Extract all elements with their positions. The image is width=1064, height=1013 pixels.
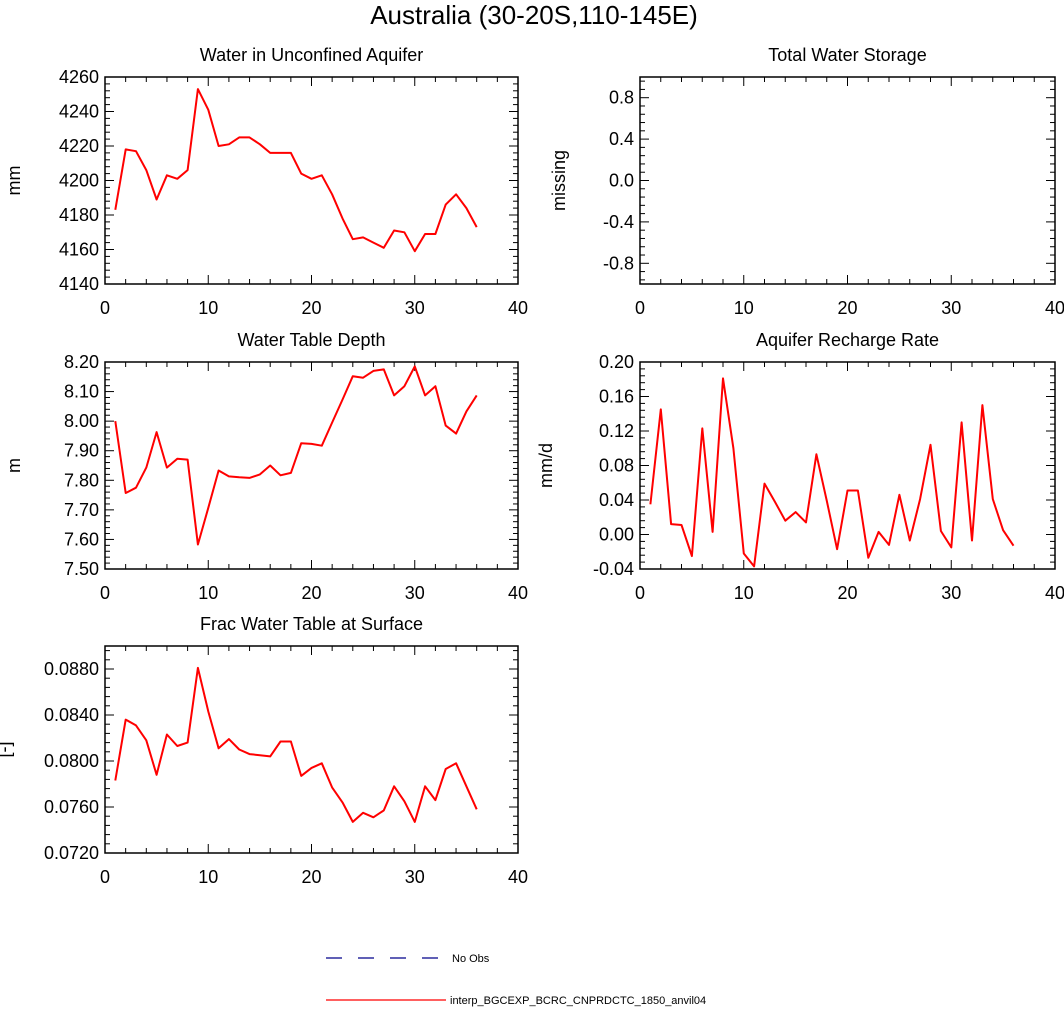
y-tick-label: 7.60: [64, 529, 99, 549]
panel-title: Aquifer Recharge Rate: [756, 330, 939, 350]
x-tick-label: 30: [405, 583, 425, 603]
legend-entry-no-obs: No Obs: [326, 953, 490, 965]
y-tick-label: 0.0760: [44, 797, 99, 817]
x-tick-label: 30: [405, 867, 425, 887]
legend-label-model: interp_BGCEXP_BCRC_CNPRDCTC_1850_anvil04: [450, 995, 706, 1007]
y-tick-label: 0.4: [609, 129, 634, 149]
y-tick-label: 4160: [59, 240, 99, 260]
y-tick-label: 4200: [59, 171, 99, 191]
panel-p5: Frac Water Table at Surface [-] 0 10 20 30 40 0…: [0, 614, 528, 887]
y-tick-label: 0.08: [599, 456, 634, 476]
y-tick-label: 7.80: [64, 470, 99, 490]
legend: No Obs interp_BGCEXP_BCRC_CNPRDCTC_1850_…: [326, 953, 706, 1007]
y-tick-label: 0.0840: [44, 705, 99, 725]
y-axis-label: missing: [549, 150, 569, 211]
figure-title: Australia (30-20S,110-145E): [370, 0, 698, 30]
x-tick-label: 20: [301, 583, 321, 603]
x-tick-label: 40: [508, 867, 528, 887]
x-tick-label: 30: [405, 298, 425, 318]
y-tick-label: 8.10: [64, 382, 99, 402]
panel-p1: Water in Unconfined Aquifer mm 0 10 20 30 40 41…: [4, 45, 528, 318]
y-tick-label: 4180: [59, 205, 99, 225]
x-tick-label: 40: [1045, 583, 1064, 603]
x-tick-label: 40: [508, 298, 528, 318]
y-axis-label: mm: [4, 166, 24, 196]
x-tick-label: 10: [198, 867, 218, 887]
panel-title: Water in Unconfined Aquifer: [200, 45, 423, 65]
y-tick-label: -0.8: [603, 253, 634, 273]
x-tick-label: 0: [100, 583, 110, 603]
x-tick-label: 30: [941, 583, 961, 603]
y-tick-label: 4240: [59, 102, 99, 122]
plot-frame: [639, 361, 1056, 570]
plot-frame: [639, 76, 1056, 285]
y-tick-label: 0.04: [599, 490, 634, 510]
y-tick-label: 0.0720: [44, 843, 99, 863]
x-tick-label: 0: [100, 867, 110, 887]
y-axis-label: [-]: [0, 742, 14, 758]
panel-title: Water Table Depth: [237, 330, 385, 350]
panels: Water in Unconfined Aquifer mm 0 10 20 30 40 41…: [0, 45, 1064, 887]
y-tick-label: 0.16: [599, 387, 634, 407]
y-tick-label: -0.4: [603, 212, 634, 232]
y-axis-label: m: [4, 458, 24, 473]
y-tick-label: 7.90: [64, 441, 99, 461]
panel-p2: Total Water Storage missing 0 10 20 30 40 -0.8 -…: [549, 45, 1064, 318]
panel-p3: Water Table Depth m 0 10 20 30 40 7.50 7.60 7.70 7…: [4, 330, 528, 603]
x-tick-label: 0: [635, 583, 645, 603]
x-tick-label: 10: [198, 583, 218, 603]
x-tick-label: 20: [301, 298, 321, 318]
y-tick-label: 0.20: [599, 352, 634, 372]
x-tick-label: 10: [734, 583, 754, 603]
plot-frame: [104, 76, 519, 285]
y-tick-label: 4140: [59, 274, 99, 294]
x-tick-label: 0: [635, 298, 645, 318]
y-tick-label: 0.00: [599, 525, 634, 545]
x-tick-label: 10: [734, 298, 754, 318]
panel-p4: Aquifer Recharge Rate mm/d 0 10 20 30 40 -0.04 0…: [536, 330, 1064, 603]
legend-label-no-obs: No Obs: [452, 953, 490, 965]
series-line-0: [114, 365, 478, 546]
y-tick-label: 0.8: [609, 88, 634, 108]
y-tick-label: 8.20: [64, 352, 99, 372]
y-tick-label: -0.04: [593, 559, 634, 579]
x-tick-label: 0: [100, 298, 110, 318]
y-tick-label: 0.0880: [44, 659, 99, 679]
panel-title: Total Water Storage: [768, 45, 926, 65]
x-tick-label: 20: [837, 298, 857, 318]
y-tick-label: 7.70: [64, 500, 99, 520]
series-line-0: [114, 666, 478, 823]
y-tick-label: 7.50: [64, 559, 99, 579]
x-tick-label: 20: [301, 867, 321, 887]
legend-entry-model: interp_BGCEXP_BCRC_CNPRDCTC_1850_anvil04: [326, 995, 706, 1007]
x-tick-label: 20: [837, 583, 857, 603]
x-tick-label: 40: [508, 583, 528, 603]
x-tick-label: 10: [198, 298, 218, 318]
y-tick-label: 0.0800: [44, 751, 99, 771]
x-tick-label: 30: [941, 298, 961, 318]
panel-title: Frac Water Table at Surface: [200, 614, 423, 634]
y-axis-label: mm/d: [536, 443, 556, 488]
series-line-0: [114, 88, 478, 253]
x-tick-label: 40: [1045, 298, 1064, 318]
y-tick-label: 0.0: [609, 171, 634, 191]
series-line-0: [649, 377, 1015, 568]
y-tick-label: 4220: [59, 136, 99, 156]
plot-frame: [104, 645, 519, 854]
y-tick-label: 0.12: [599, 421, 634, 441]
y-tick-label: 8.00: [64, 411, 99, 431]
y-tick-label: 4260: [59, 67, 99, 87]
